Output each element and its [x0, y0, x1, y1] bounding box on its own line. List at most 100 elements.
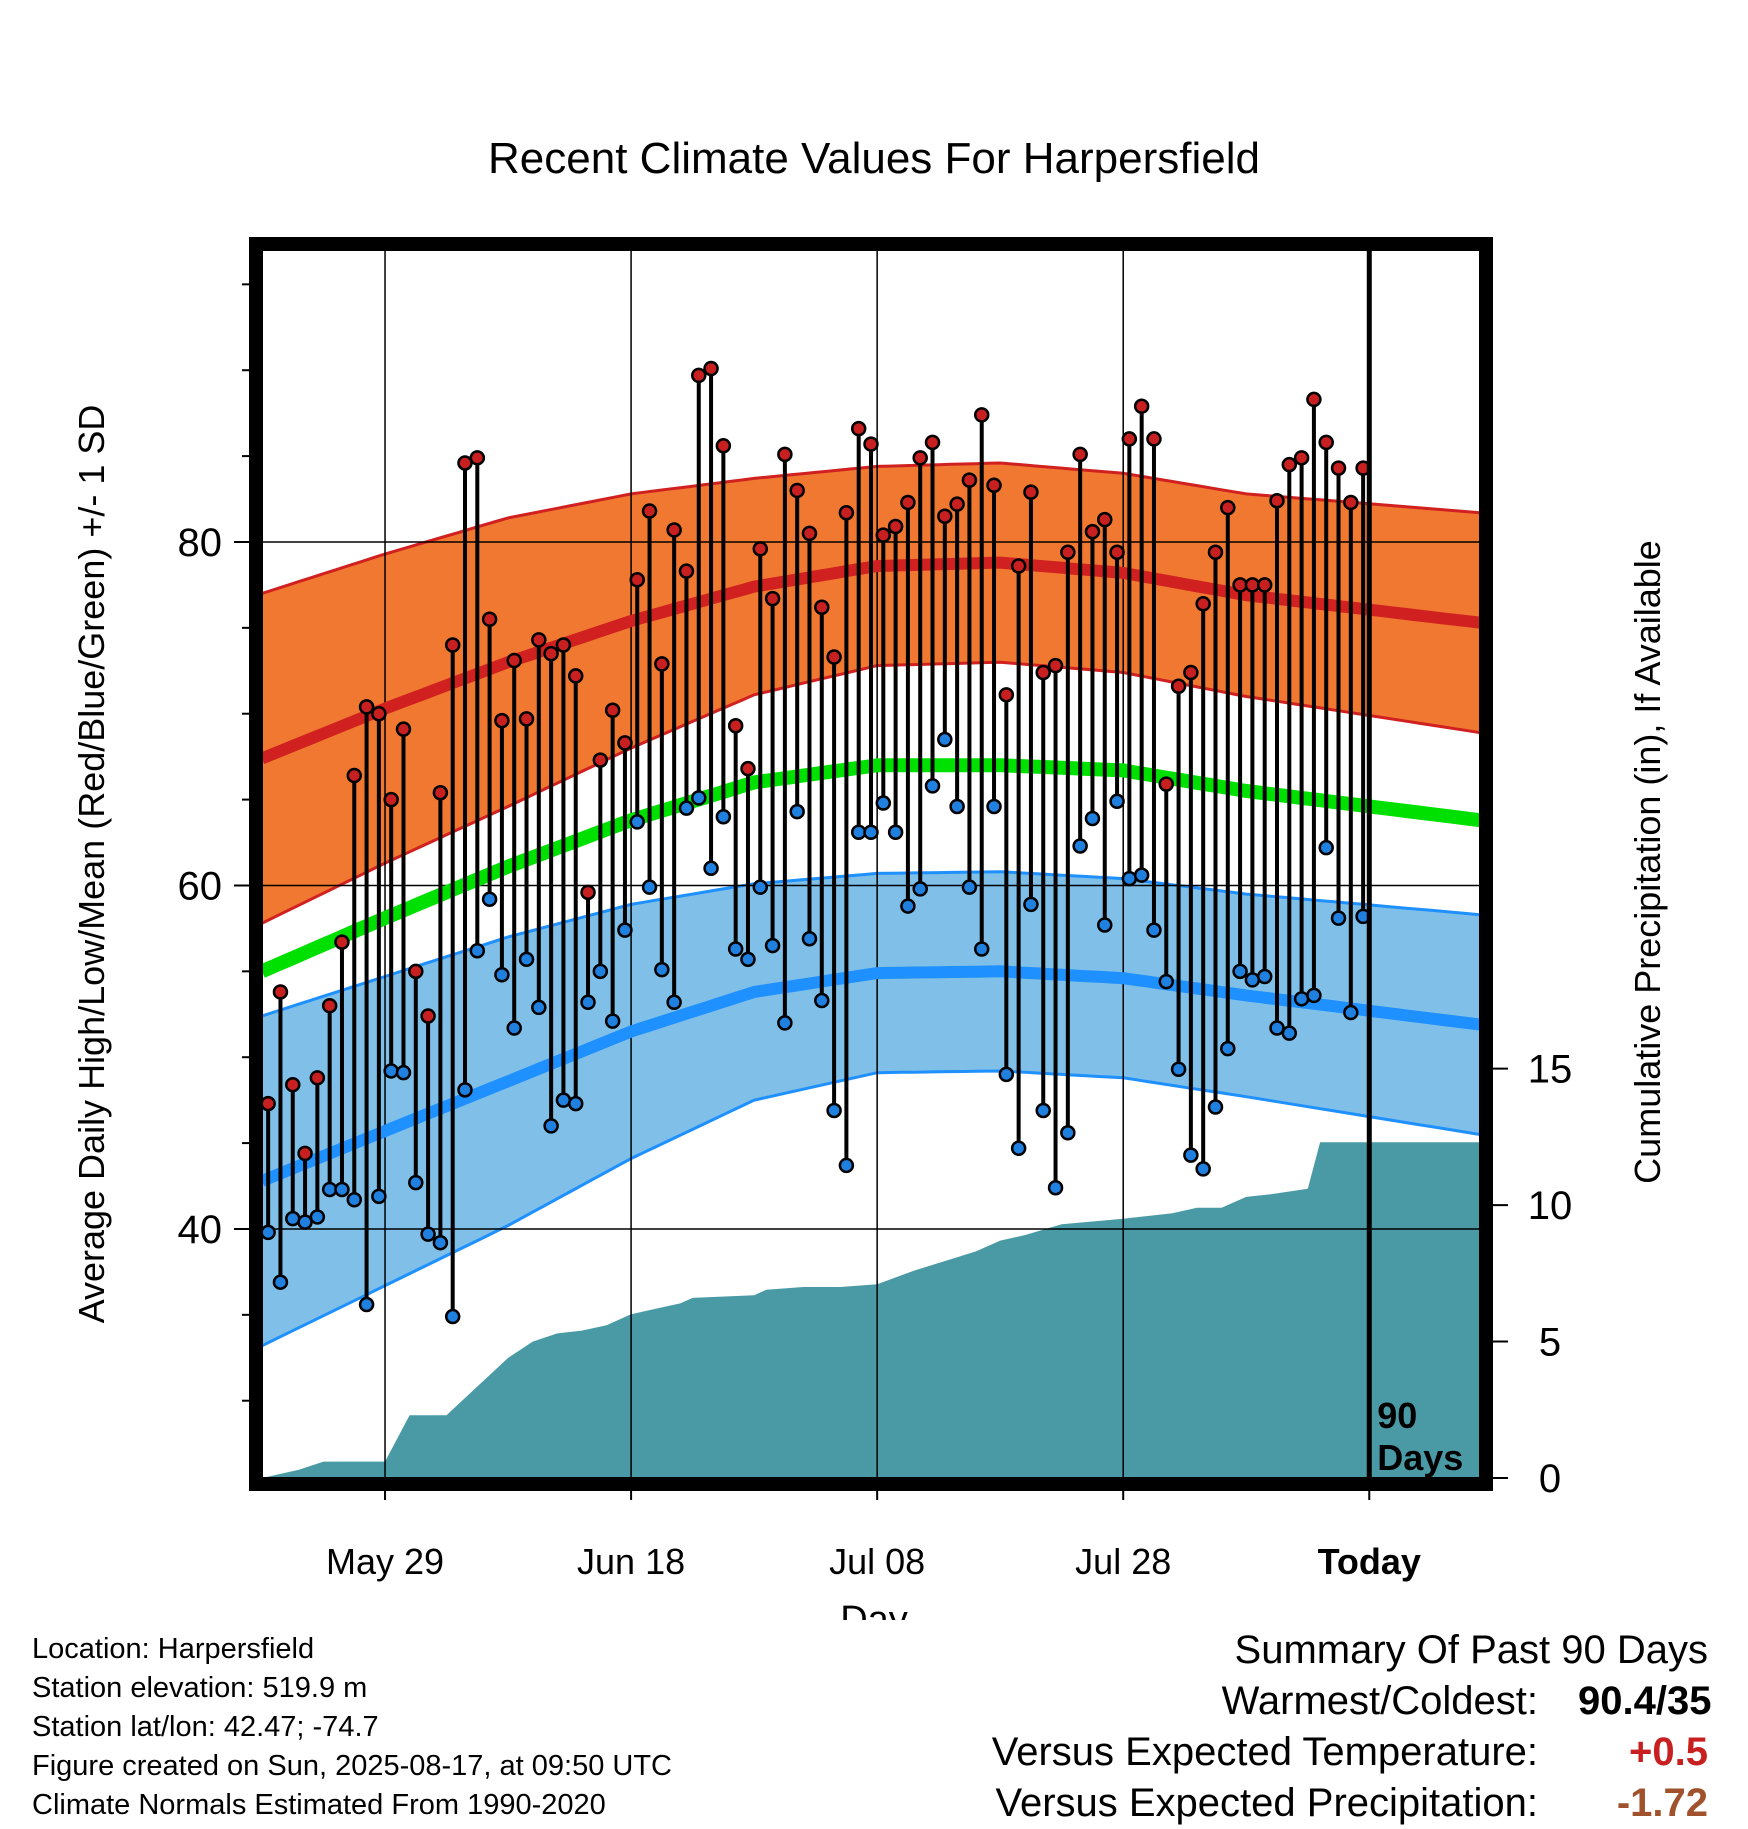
daily-high-point — [580, 884, 596, 901]
daily-high-point — [371, 705, 387, 722]
x-tick-label: Jul 08 — [829, 1541, 925, 1582]
daily-low-point — [666, 994, 682, 1011]
chart-title: Recent Climate Values For Harpersfield — [488, 134, 1260, 183]
daily-low-point — [1183, 1147, 1199, 1163]
daily-high-point — [1256, 577, 1273, 593]
daily-high-point — [297, 1145, 313, 1162]
y2-tick-label: 5 — [1539, 1321, 1561, 1365]
summary-panel: Summary Of Past 90 Days Warmest/Coldest:… — [991, 1625, 1712, 1829]
daily-low-point — [1220, 1040, 1236, 1057]
daily-high-point — [1269, 493, 1285, 509]
daily-low-point — [420, 1226, 436, 1242]
daily-low-point — [1146, 922, 1162, 938]
daily-high-point — [678, 563, 695, 579]
daily-high-point — [309, 1070, 326, 1086]
daily-low-point — [272, 1274, 289, 1290]
daily-low-point — [543, 1118, 559, 1134]
daily-low-point — [1306, 987, 1322, 1004]
daily-low-point — [1244, 972, 1261, 988]
location-text: Location: Harpersfield — [32, 1633, 315, 1665]
y2-tick-label: 0 — [1539, 1457, 1561, 1501]
daily-low-point — [555, 1092, 572, 1108]
normals-text: Climate Normals Estimated From 1990-2020 — [32, 1789, 606, 1821]
today-marker-line1: 90 — [1377, 1395, 1417, 1436]
daily-low-point — [1010, 1140, 1027, 1156]
daily-high-point — [1047, 657, 1064, 674]
daily-low-point — [715, 809, 732, 825]
daily-high-point — [764, 590, 781, 607]
daily-high-point — [740, 760, 756, 777]
daily-low-point — [383, 1063, 399, 1079]
daily-low-point — [1232, 963, 1248, 980]
daily-high-point — [1158, 776, 1175, 792]
daily-high-point — [1232, 577, 1248, 593]
daily-low-point — [863, 824, 879, 840]
x-axis-label: Day — [840, 1599, 908, 1620]
daily-low-point — [1121, 870, 1138, 887]
daily-low-point — [1318, 839, 1334, 856]
daily-low-point — [838, 1157, 855, 1174]
daily-high-point — [1183, 664, 1199, 681]
daily-high-point — [1084, 523, 1101, 540]
daily-high-point — [1281, 456, 1298, 473]
daily-low-point — [740, 951, 756, 968]
daily-high-point — [777, 446, 793, 463]
daily-low-point — [494, 967, 510, 983]
daily-low-point — [814, 992, 830, 1009]
y-tick-label: 60 — [178, 864, 223, 908]
daily-low-point — [1084, 810, 1101, 827]
x-tick-label: May 29 — [326, 1541, 444, 1582]
daily-high-point — [1170, 678, 1187, 694]
daily-low-point — [654, 961, 670, 978]
daily-high-point — [1146, 431, 1162, 447]
warmest-coldest-value: 90.4/35 — [1578, 1679, 1712, 1723]
daily-low-point — [1060, 1125, 1076, 1141]
daily-low-point — [998, 1066, 1015, 1083]
daily-high-point — [752, 541, 769, 557]
daily-low-point — [457, 1082, 473, 1098]
daily-low-point — [691, 790, 707, 806]
daily-high-point — [789, 482, 805, 499]
daily-high-point — [912, 450, 928, 466]
daily-high-point — [924, 434, 941, 451]
daily-low-point — [703, 860, 719, 877]
daily-high-point — [641, 503, 658, 519]
daily-low-point — [850, 824, 867, 840]
daily-low-point — [678, 800, 695, 816]
daily-low-point — [444, 1308, 461, 1325]
daily-low-point — [1256, 968, 1273, 985]
daily-high-point — [900, 494, 916, 511]
daily-low-point — [1072, 838, 1088, 854]
plot-area — [262, 250, 1480, 1478]
daily-high-point — [383, 791, 399, 808]
daily-high-point — [814, 599, 830, 615]
daily-high-point — [1306, 391, 1322, 408]
daily-low-point — [924, 778, 941, 794]
daily-low-point — [1035, 1102, 1051, 1119]
plot-frame — [249, 237, 1493, 1491]
daily-low-point — [937, 731, 953, 748]
daily-high-point — [1097, 511, 1113, 528]
daily-high-point — [1133, 398, 1150, 415]
created-text: Figure created on Sun, 2025-08-17, at 09… — [32, 1750, 672, 1782]
daily-high-point — [850, 420, 867, 437]
daily-low-point — [371, 1188, 387, 1205]
daily-low-point — [1195, 1161, 1211, 1177]
latlon-text: Station lat/lon: 42.47; -74.7 — [32, 1711, 379, 1743]
daily-low-point — [432, 1234, 449, 1251]
daily-high-point — [1060, 544, 1076, 561]
vs-temp-value: +0.5 — [1629, 1730, 1708, 1774]
daily-high-point — [567, 668, 584, 684]
daily-low-point — [1293, 991, 1310, 1007]
daily-high-point — [887, 518, 904, 535]
daily-high-point — [1330, 460, 1347, 476]
daily-low-point — [481, 891, 498, 907]
y-tick-label: 40 — [178, 1208, 223, 1252]
daily-high-point — [949, 496, 965, 512]
daily-low-point — [1133, 867, 1150, 883]
daily-low-point — [777, 1015, 793, 1031]
daily-high-point — [1207, 544, 1224, 561]
daily-high-point — [592, 752, 609, 768]
daily-high-point — [666, 522, 682, 538]
vs-temp-label: Versus Expected Temperature: — [991, 1730, 1538, 1774]
